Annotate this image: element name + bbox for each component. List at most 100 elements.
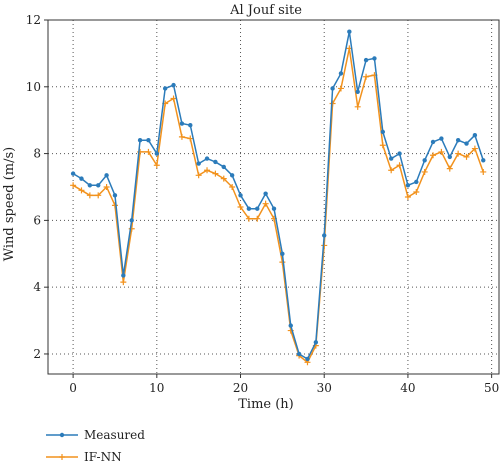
data-point-if-nn bbox=[170, 95, 177, 102]
series-line-measured bbox=[72, 30, 484, 360]
data-point-if-nn bbox=[254, 215, 261, 222]
data-point-if-nn bbox=[388, 167, 395, 174]
data-point-measured bbox=[121, 273, 126, 278]
data-point-measured bbox=[330, 86, 335, 91]
data-point-measured bbox=[380, 129, 386, 135]
data-point-if-nn bbox=[396, 162, 403, 169]
y-tick-label: 10 bbox=[26, 80, 41, 94]
series-layer bbox=[70, 29, 487, 366]
data-point-measured bbox=[213, 159, 218, 165]
x-tick-label: 50 bbox=[484, 381, 499, 395]
data-point-if-nn bbox=[363, 73, 370, 80]
data-point-measured bbox=[313, 340, 319, 345]
data-point-measured bbox=[179, 121, 185, 126]
y-axis-label: Wind speed (m/s) bbox=[2, 147, 17, 261]
data-point-measured bbox=[397, 151, 402, 156]
plot-frame bbox=[47, 19, 500, 375]
data-point-measured bbox=[430, 139, 436, 145]
data-point-measured bbox=[162, 86, 168, 91]
data-point-measured bbox=[472, 133, 478, 138]
data-point-measured bbox=[171, 82, 176, 88]
data-point-measured bbox=[263, 191, 268, 196]
legend-label-measured: Measured bbox=[84, 428, 145, 442]
x-tick-label: 0 bbox=[69, 381, 77, 395]
data-point-measured bbox=[229, 173, 235, 178]
data-point-if-nn bbox=[455, 150, 462, 157]
data-point-measured bbox=[414, 179, 419, 185]
data-point-measured bbox=[464, 141, 469, 146]
data-point-measured bbox=[146, 138, 151, 143]
data-point-if-nn bbox=[78, 187, 85, 194]
y-axis-ticks: 2 4 6 8 10 12 bbox=[26, 13, 48, 361]
data-point-if-nn bbox=[404, 194, 411, 200]
data-point-measured bbox=[338, 71, 344, 76]
data-point-measured bbox=[280, 251, 285, 256]
data-point-measured bbox=[238, 193, 243, 198]
data-point-if-nn bbox=[103, 183, 110, 190]
data-point-if-nn bbox=[187, 135, 194, 142]
data-point-measured bbox=[439, 136, 444, 141]
data-point-if-nn bbox=[95, 192, 102, 199]
data-point-measured bbox=[405, 183, 411, 188]
data-point-if-nn bbox=[262, 200, 269, 207]
data-point-if-nn bbox=[245, 215, 252, 222]
data-point-measured bbox=[70, 171, 76, 176]
data-point-measured bbox=[129, 218, 134, 223]
data-point-measured bbox=[347, 29, 352, 34]
data-point-measured bbox=[246, 206, 252, 211]
series-measured bbox=[70, 29, 486, 362]
data-point-measured bbox=[388, 156, 394, 161]
data-point-measured bbox=[447, 154, 452, 160]
data-point-if-nn bbox=[70, 182, 77, 189]
legend: Measured IF-NN bbox=[46, 428, 145, 463]
data-point-measured bbox=[221, 164, 226, 170]
data-point-if-nn bbox=[379, 142, 386, 149]
data-point-if-nn bbox=[220, 175, 227, 182]
data-point-if-nn bbox=[446, 165, 453, 172]
data-point-if-nn bbox=[421, 168, 428, 175]
y-tick-label: 2 bbox=[33, 347, 41, 361]
data-point-if-nn bbox=[471, 145, 478, 152]
data-point-if-nn bbox=[229, 183, 236, 190]
data-point-measured bbox=[96, 183, 101, 188]
data-point-measured bbox=[372, 56, 377, 61]
x-tick-label: 20 bbox=[233, 381, 248, 395]
data-point-measured bbox=[422, 158, 427, 163]
data-point-measured bbox=[204, 156, 210, 161]
data-point-if-nn bbox=[413, 188, 420, 195]
y-tick-label: 4 bbox=[33, 280, 41, 294]
legend-label-if-nn: IF-NN bbox=[84, 450, 122, 463]
x-tick-label: 10 bbox=[149, 381, 164, 395]
data-point-if-nn bbox=[111, 202, 118, 209]
data-point-if-nn bbox=[204, 167, 211, 174]
data-point-measured bbox=[481, 158, 486, 163]
legend-marker-measured bbox=[59, 432, 65, 438]
y-tick-label: 12 bbox=[26, 13, 41, 27]
legend-marker-if-nn bbox=[59, 454, 65, 460]
y-tick-label: 6 bbox=[33, 213, 41, 227]
data-point-if-nn bbox=[430, 152, 437, 159]
series-if-nn bbox=[70, 45, 487, 366]
data-point-measured bbox=[363, 57, 369, 63]
data-point-measured bbox=[188, 122, 193, 128]
data-point-if-nn bbox=[337, 85, 344, 92]
data-point-measured bbox=[455, 138, 461, 143]
data-point-measured bbox=[305, 356, 310, 362]
data-point-measured bbox=[112, 193, 118, 198]
series-line-if-nn bbox=[72, 47, 484, 364]
data-point-if-nn bbox=[463, 153, 470, 160]
data-point-measured bbox=[271, 206, 277, 211]
x-tick-label: 40 bbox=[400, 381, 415, 395]
data-point-if-nn bbox=[212, 170, 219, 177]
data-point-measured bbox=[137, 138, 143, 143]
data-point-measured bbox=[355, 89, 360, 95]
data-point-measured bbox=[154, 151, 160, 156]
x-axis-ticks: 0 10 20 30 40 50 bbox=[69, 374, 499, 395]
data-point-if-nn bbox=[195, 172, 202, 179]
data-point-measured bbox=[288, 323, 293, 328]
data-point-if-nn bbox=[354, 103, 361, 110]
data-point-if-nn bbox=[86, 192, 93, 199]
legend-entry-measured: Measured bbox=[46, 428, 145, 442]
x-tick-label: 30 bbox=[317, 381, 332, 395]
